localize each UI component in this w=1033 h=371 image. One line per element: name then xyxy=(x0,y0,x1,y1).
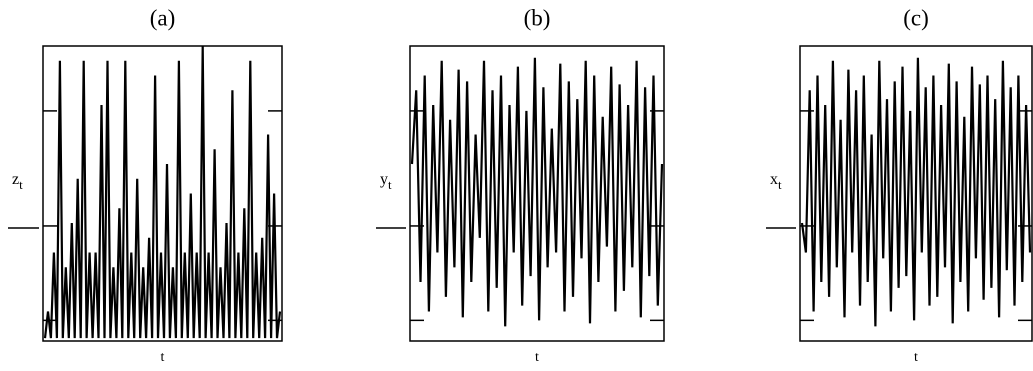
y-axis-label: yt xyxy=(380,171,392,192)
panel-title: (b) xyxy=(524,5,551,30)
panel: (a)ztt xyxy=(8,5,283,365)
y-label-subscript: t xyxy=(19,177,23,192)
panel-title: (c) xyxy=(903,5,929,30)
panel-title: (a) xyxy=(150,5,176,30)
y-label-subscript: t xyxy=(388,177,392,192)
x-axis-label: t xyxy=(914,350,918,365)
plot-frame xyxy=(409,45,665,342)
plot-frame xyxy=(42,45,283,342)
plot-frame xyxy=(799,45,1033,342)
y-label-main: y xyxy=(380,171,388,188)
x-axis-label: t xyxy=(535,350,539,365)
y-label-subscript: t xyxy=(778,177,782,192)
y-axis-label: zt xyxy=(12,171,23,192)
series-line xyxy=(43,45,282,339)
x-axis-label: t xyxy=(161,350,165,365)
y-axis-label: xt xyxy=(770,171,782,192)
y-label-main: z xyxy=(12,171,19,188)
series-line xyxy=(800,57,1032,327)
series-line xyxy=(410,57,664,327)
y-label-main: x xyxy=(770,171,778,188)
panel: (b)ytt xyxy=(376,5,665,365)
panel: (c)xtt xyxy=(766,5,1033,365)
